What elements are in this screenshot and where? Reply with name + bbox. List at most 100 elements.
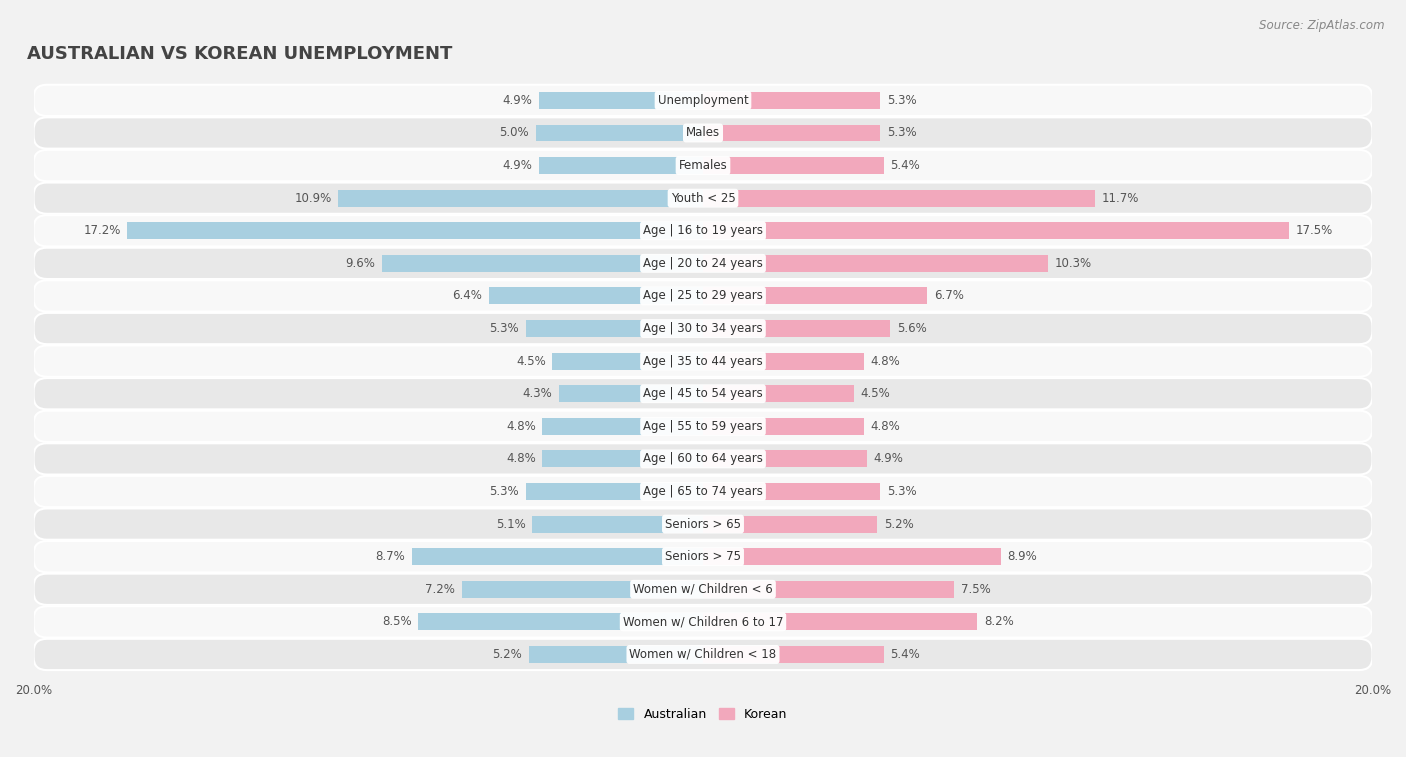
FancyBboxPatch shape [34,509,1372,540]
Bar [703,320,890,337]
Bar [703,483,880,500]
Text: AUSTRALIAN VS KOREAN UNEMPLOYMENT: AUSTRALIAN VS KOREAN UNEMPLOYMENT [27,45,453,64]
Bar [526,483,703,500]
Bar [703,190,1095,207]
Text: 4.5%: 4.5% [860,388,890,400]
Text: 8.2%: 8.2% [984,615,1014,628]
Text: Seniors > 65: Seniors > 65 [665,518,741,531]
Text: 5.6%: 5.6% [897,322,927,335]
Bar [703,516,877,533]
Text: 4.5%: 4.5% [516,354,546,368]
Text: 8.7%: 8.7% [375,550,405,563]
Bar [703,548,1001,565]
Bar [543,418,703,435]
Text: 9.6%: 9.6% [344,257,375,269]
Bar [703,581,955,598]
Text: Age | 55 to 59 years: Age | 55 to 59 years [643,420,763,433]
Text: 5.2%: 5.2% [492,648,522,661]
Bar [339,190,703,207]
FancyBboxPatch shape [34,476,1372,507]
Text: Age | 16 to 19 years: Age | 16 to 19 years [643,224,763,237]
Bar [703,255,1047,272]
Text: Age | 25 to 29 years: Age | 25 to 29 years [643,289,763,303]
FancyBboxPatch shape [34,410,1372,442]
Bar [703,124,880,142]
FancyBboxPatch shape [34,182,1372,213]
FancyBboxPatch shape [34,85,1372,116]
Text: 8.9%: 8.9% [1008,550,1038,563]
Text: 10.3%: 10.3% [1054,257,1091,269]
Text: Women w/ Children < 18: Women w/ Children < 18 [630,648,776,661]
Text: 17.2%: 17.2% [83,224,121,237]
Text: 8.5%: 8.5% [382,615,412,628]
FancyBboxPatch shape [34,215,1372,247]
Text: 4.8%: 4.8% [870,354,900,368]
Text: 5.3%: 5.3% [489,322,519,335]
Text: Source: ZipAtlas.com: Source: ZipAtlas.com [1260,19,1385,32]
Bar [703,418,863,435]
Text: 5.4%: 5.4% [890,648,920,661]
Text: Age | 65 to 74 years: Age | 65 to 74 years [643,485,763,498]
Text: 5.4%: 5.4% [890,159,920,172]
Bar [526,320,703,337]
Bar [489,288,703,304]
Bar [703,385,853,402]
Bar [560,385,703,402]
Bar [703,450,868,467]
Bar [533,516,703,533]
FancyBboxPatch shape [34,639,1372,670]
Text: Unemployment: Unemployment [658,94,748,107]
Text: 4.3%: 4.3% [523,388,553,400]
Text: Age | 60 to 64 years: Age | 60 to 64 years [643,453,763,466]
Bar [529,646,703,663]
FancyBboxPatch shape [34,444,1372,475]
Bar [703,288,928,304]
Bar [463,581,703,598]
Bar [703,157,884,174]
Text: Age | 45 to 54 years: Age | 45 to 54 years [643,388,763,400]
FancyBboxPatch shape [34,117,1372,148]
Text: 4.9%: 4.9% [502,159,533,172]
Text: 4.8%: 4.8% [506,453,536,466]
Bar [381,255,703,272]
FancyBboxPatch shape [34,150,1372,181]
Text: 4.8%: 4.8% [506,420,536,433]
Text: 4.8%: 4.8% [870,420,900,433]
Text: 4.9%: 4.9% [502,94,533,107]
Text: 7.5%: 7.5% [960,583,990,596]
Text: 5.3%: 5.3% [887,94,917,107]
Text: Youth < 25: Youth < 25 [671,192,735,204]
FancyBboxPatch shape [34,248,1372,279]
Bar [412,548,703,565]
Bar [128,223,703,239]
Text: Women w/ Children < 6: Women w/ Children < 6 [633,583,773,596]
Text: 17.5%: 17.5% [1295,224,1333,237]
Text: Age | 35 to 44 years: Age | 35 to 44 years [643,354,763,368]
Text: Women w/ Children 6 to 17: Women w/ Children 6 to 17 [623,615,783,628]
Text: 5.3%: 5.3% [887,126,917,139]
Bar [703,613,977,631]
Text: 10.9%: 10.9% [294,192,332,204]
Text: Seniors > 75: Seniors > 75 [665,550,741,563]
Bar [703,92,880,109]
FancyBboxPatch shape [34,280,1372,312]
Text: 4.9%: 4.9% [873,453,904,466]
Text: 6.4%: 6.4% [453,289,482,303]
Bar [703,646,884,663]
Text: 5.3%: 5.3% [489,485,519,498]
Text: Females: Females [679,159,727,172]
Text: 5.3%: 5.3% [887,485,917,498]
Text: 11.7%: 11.7% [1101,192,1139,204]
Text: 7.2%: 7.2% [426,583,456,596]
Bar [536,124,703,142]
Bar [538,92,703,109]
Bar [538,157,703,174]
Bar [419,613,703,631]
FancyBboxPatch shape [34,606,1372,637]
Text: 6.7%: 6.7% [934,289,965,303]
Text: 5.0%: 5.0% [499,126,529,139]
Bar [703,223,1289,239]
FancyBboxPatch shape [34,313,1372,344]
Text: 5.2%: 5.2% [884,518,914,531]
FancyBboxPatch shape [34,541,1372,572]
